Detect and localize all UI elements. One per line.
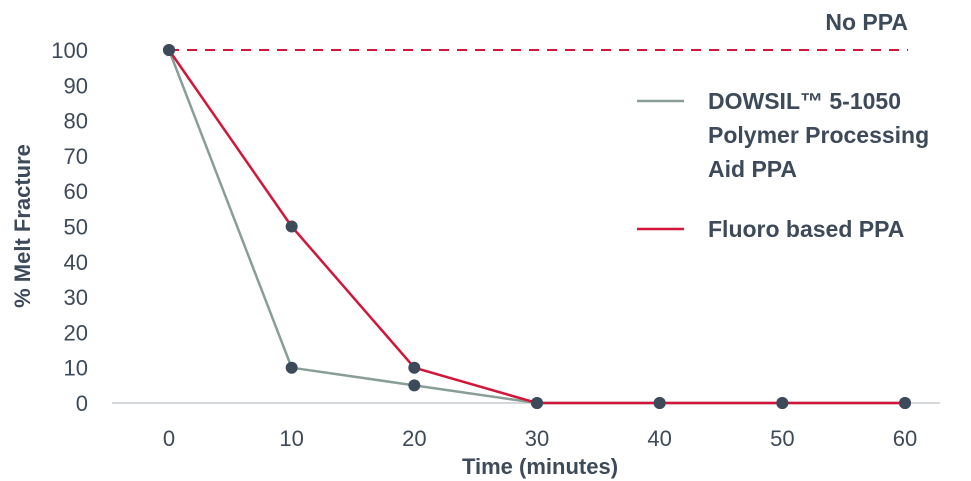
legend: DOWSIL™ 5-1050 Polymer Processing Aid PPA F…	[637, 88, 929, 242]
x-tick-label: 10	[279, 426, 303, 451]
x-tick-label: 20	[402, 426, 426, 451]
data-point-series-2	[163, 44, 175, 56]
y-tick-label: 10	[64, 356, 88, 381]
no-ppa-label: No PPA	[825, 9, 908, 35]
data-point-series-2	[776, 397, 789, 409]
data-point-series-2	[285, 220, 298, 233]
data-point-series-1	[408, 379, 421, 392]
y-tick-label: 0	[76, 391, 88, 416]
y-tick-label: 80	[64, 109, 88, 134]
series-markers	[163, 44, 911, 409]
legend-label-1: Aid PPA	[708, 156, 797, 182]
data-point-series-2	[408, 361, 421, 374]
data-point-series-2	[531, 397, 543, 409]
x-tick-label: 30	[525, 426, 549, 451]
x-tick-label: 0	[163, 426, 175, 451]
legend-label-1: DOWSIL™ 5-1050	[708, 88, 901, 114]
x-tick-label: 40	[647, 426, 671, 451]
data-point-series-1	[285, 361, 298, 374]
y-tick-label: 30	[64, 285, 88, 310]
y-tick-label: 20	[64, 320, 88, 345]
x-tick-label: 60	[893, 426, 917, 451]
legend-label-1: Polymer Processing	[708, 122, 929, 148]
data-point-series-2	[653, 397, 666, 409]
x-tick-label: 50	[770, 426, 794, 451]
y-tick-label: 100	[51, 38, 88, 63]
y-tick-label: 90	[64, 73, 88, 98]
y-tick-label: 40	[64, 250, 88, 275]
y-tick-label: 70	[64, 144, 88, 169]
legend-label-2: Fluoro based PPA	[708, 216, 904, 242]
y-tick-label: 50	[64, 215, 88, 240]
y-tick-label: 60	[64, 179, 88, 204]
y-axis-title: % Melt Fracture	[10, 144, 35, 308]
data-point-series-2	[899, 397, 911, 409]
x-axis-title: Time (minutes)	[462, 454, 618, 479]
x-axis-ticks: 0 10 20 30 40 50 60	[163, 426, 917, 451]
